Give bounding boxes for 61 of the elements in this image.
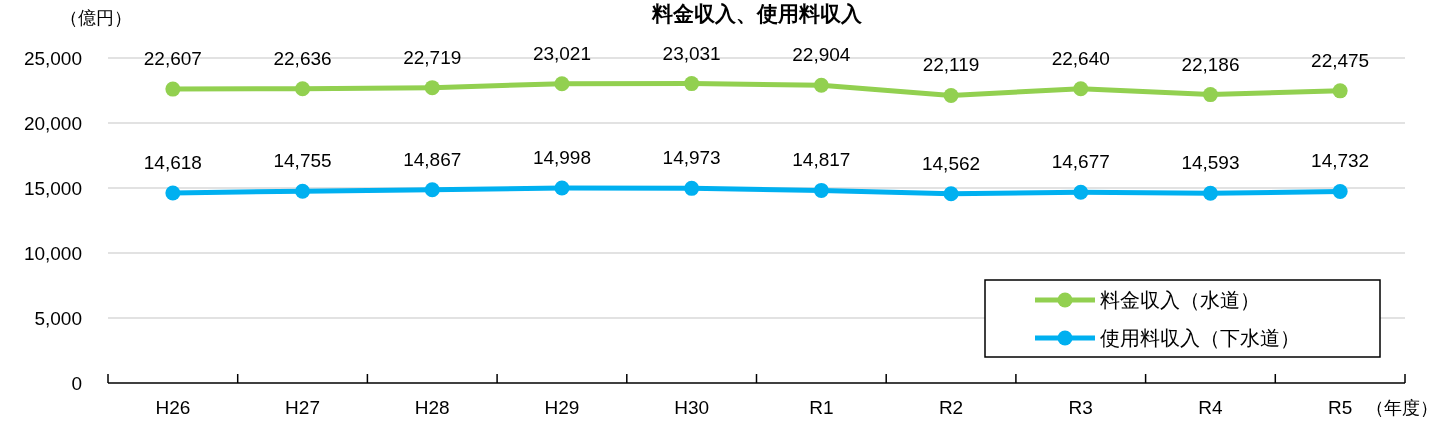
- data-label: 23,021: [532, 42, 592, 64]
- x-tick-label: R3: [1068, 397, 1093, 418]
- y-tick-label: 0: [71, 373, 82, 394]
- point: [813, 77, 829, 93]
- point: [1332, 183, 1348, 199]
- y-tick-label: 25,000: [23, 48, 82, 69]
- data-label: 14,732: [1311, 150, 1370, 172]
- y-tick-label: 15,000: [23, 178, 82, 199]
- x-tick-label: H29: [544, 397, 580, 418]
- data-label: 23,031: [662, 42, 721, 64]
- chart-title: 料金収入、使用料収入: [651, 2, 863, 25]
- legend-label: 使用料収入（下水道）: [1100, 327, 1300, 349]
- x-tick-label: H27: [285, 397, 320, 418]
- point: [554, 180, 570, 196]
- x-tick-label: R1: [809, 397, 834, 418]
- point: [165, 81, 181, 97]
- point: [1073, 81, 1089, 97]
- data-label: 14,618: [143, 151, 202, 173]
- point: [424, 182, 440, 198]
- data-label: 14,593: [1181, 152, 1240, 174]
- data-label: 14,867: [403, 148, 462, 170]
- data-label: 22,186: [1181, 53, 1240, 75]
- data-label: 22,719: [403, 46, 462, 68]
- x-axis-title: （年度）: [1366, 398, 1429, 418]
- x-tick-label: R5: [1328, 397, 1353, 418]
- point: [295, 81, 311, 97]
- data-label: 14,677: [1051, 151, 1110, 173]
- data-label: 22,904: [792, 44, 851, 66]
- point: [165, 185, 181, 201]
- point: [1073, 184, 1089, 200]
- data-label: 14,562: [921, 152, 981, 174]
- point: [554, 76, 570, 92]
- x-tick-label: R4: [1198, 397, 1224, 418]
- data-label: 14,817: [792, 149, 851, 171]
- point: [684, 180, 700, 196]
- x-tick-label: H26: [155, 397, 191, 418]
- point: [943, 87, 959, 103]
- legend-label: 料金収入（水道）: [1100, 289, 1260, 311]
- point: [943, 186, 959, 202]
- data-label: 14,755: [273, 150, 332, 172]
- y-tick-label: 20,000: [23, 113, 82, 134]
- x-tick-label: H30: [674, 397, 710, 418]
- y-tick-label: 5,000: [34, 308, 82, 329]
- data-label: 14,973: [662, 147, 721, 169]
- x-tick-label: H28: [414, 397, 450, 418]
- point: [1202, 185, 1218, 201]
- y-axis-title: （億円）: [60, 8, 132, 28]
- data-label: 22,119: [922, 54, 980, 76]
- point: [1332, 83, 1348, 99]
- data-label: 22,640: [1051, 47, 1110, 69]
- point: [684, 76, 700, 92]
- point: [1202, 87, 1218, 103]
- x-tick-label: R2: [938, 397, 964, 418]
- point: [295, 183, 311, 199]
- data-label: 22,636: [273, 47, 332, 69]
- point: [424, 80, 440, 96]
- data-label: 22,475: [1311, 49, 1370, 71]
- y-tick-label: 10,000: [23, 243, 82, 264]
- data-label: 14,998: [532, 147, 592, 169]
- point: [813, 182, 829, 198]
- data-label: 22,607: [143, 48, 202, 70]
